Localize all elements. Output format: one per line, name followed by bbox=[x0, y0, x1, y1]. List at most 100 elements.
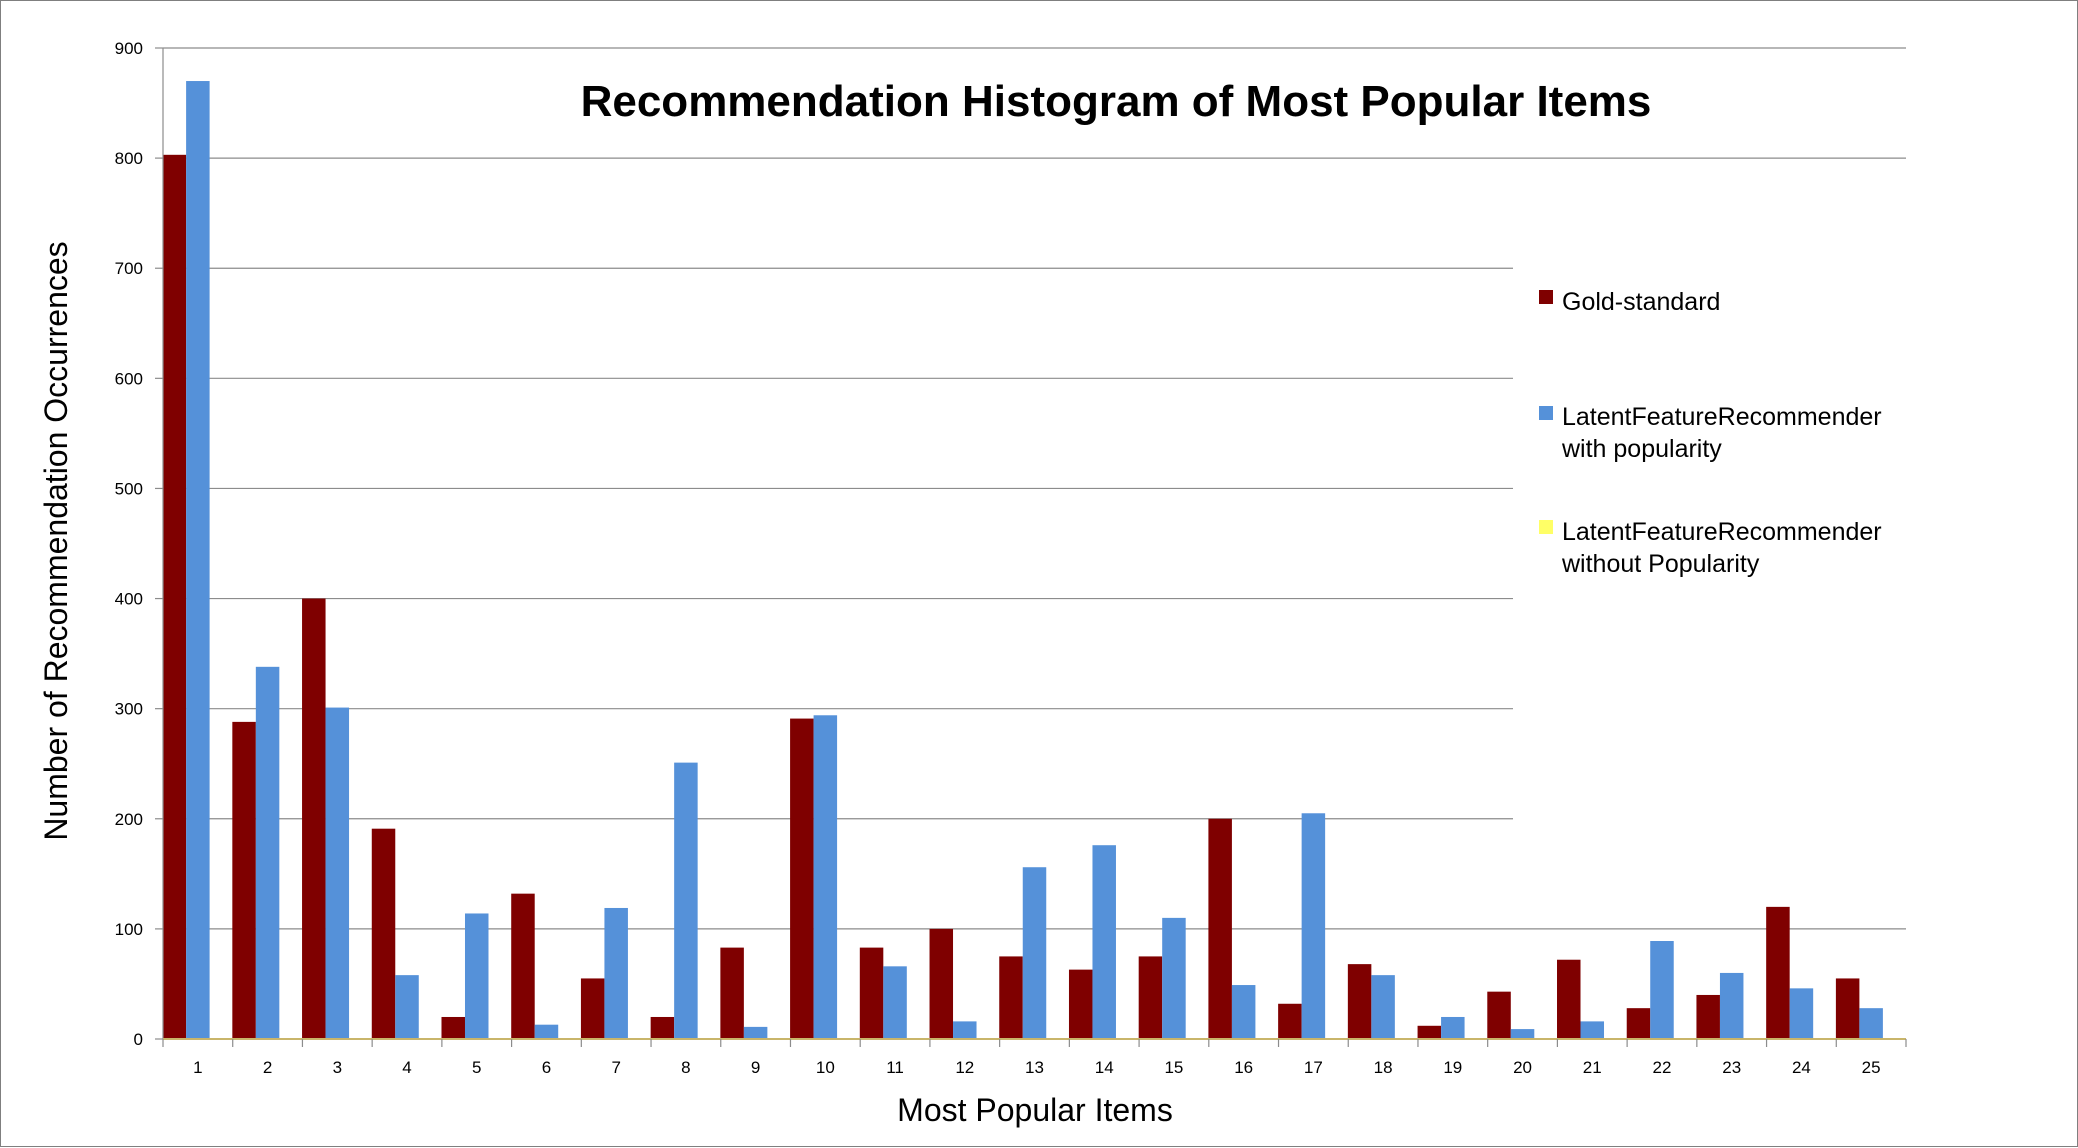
x-tick-label: 17 bbox=[1304, 1058, 1323, 1077]
x-tick-label: 5 bbox=[472, 1058, 481, 1077]
legend-swatch-lfr-without-popularity bbox=[1539, 520, 1553, 534]
bar-series2-item-3 bbox=[325, 707, 350, 1039]
x-tick-label: 23 bbox=[1722, 1058, 1741, 1077]
bar-series1-item-18 bbox=[1347, 964, 1372, 1039]
bar-series2-item-4 bbox=[395, 975, 419, 1039]
bar-series1-item-25 bbox=[1835, 978, 1860, 1039]
legend-label-lfr-with-popularity-line2: with popularity bbox=[1561, 435, 1722, 463]
bar-series2-item-2 bbox=[255, 666, 280, 1039]
bar-series1-item-12 bbox=[929, 928, 954, 1039]
x-tick-label: 7 bbox=[611, 1058, 620, 1077]
y-tick-label: 300 bbox=[115, 700, 143, 719]
bar-series2-item-11 bbox=[883, 966, 907, 1039]
bar-series1-item-10 bbox=[790, 718, 814, 1039]
y-tick-label: 900 bbox=[115, 39, 143, 58]
bar-series2-item-17 bbox=[1301, 813, 1326, 1039]
bar-series1-item-15 bbox=[1138, 956, 1163, 1039]
bar-series2-item-12 bbox=[953, 1021, 977, 1039]
bar-series2-item-15 bbox=[1162, 917, 1186, 1039]
bar-series2-item-20 bbox=[1510, 1029, 1535, 1039]
x-tick-label: 6 bbox=[542, 1058, 551, 1077]
bar-series1-item-8 bbox=[650, 1016, 675, 1039]
bar-series1-item-13 bbox=[999, 956, 1023, 1039]
y-tick-label: 200 bbox=[115, 810, 143, 829]
bar-series2-item-9 bbox=[743, 1026, 768, 1039]
x-tick-label: 14 bbox=[1095, 1058, 1114, 1077]
bar-series2-item-5 bbox=[464, 913, 489, 1039]
y-tick-label: 500 bbox=[115, 479, 143, 498]
bar-series2-item-1 bbox=[186, 81, 210, 1040]
x-tick-label: 21 bbox=[1583, 1058, 1602, 1077]
bar-series1-item-20 bbox=[1487, 991, 1511, 1039]
bar-series1-item-14 bbox=[1068, 969, 1093, 1039]
bar-series1-item-6 bbox=[511, 893, 535, 1039]
bar-series2-item-7 bbox=[604, 907, 628, 1039]
bar-series2-item-24 bbox=[1789, 988, 1814, 1039]
x-tick-label: 24 bbox=[1792, 1058, 1811, 1077]
x-tick-labels: 1 2 3 4 5 6 7 8 9 10 11 12 13 14 15 16 17 18 19 20 21 22 23 24 2… bbox=[193, 1058, 1880, 1077]
bar-series1-item-7 bbox=[580, 978, 605, 1039]
legend-swatch-lfr-with-popularity bbox=[1539, 406, 1553, 420]
legend: Gold-standard LatentFeatureRecommender w… bbox=[1539, 288, 1882, 578]
bar-series2-item-14 bbox=[1092, 845, 1116, 1039]
bar-series1-item-24 bbox=[1766, 906, 1790, 1039]
gridlines bbox=[163, 47, 1906, 930]
bar-series2-item-6 bbox=[534, 1024, 559, 1039]
x-tick-label: 18 bbox=[1374, 1058, 1393, 1077]
bar-series1-item-23 bbox=[1696, 994, 1720, 1039]
bars bbox=[162, 81, 1883, 1040]
y-tick-label: 800 bbox=[115, 149, 143, 168]
chart-title: Recommendation Histogram of Most Popular… bbox=[581, 77, 1652, 126]
bar-series2-item-16 bbox=[1231, 985, 1256, 1039]
x-tick-label: 15 bbox=[1164, 1058, 1183, 1077]
x-tick-label: 19 bbox=[1443, 1058, 1462, 1077]
bar-series1-item-3 bbox=[302, 598, 326, 1039]
x-tick-label: 20 bbox=[1513, 1058, 1532, 1077]
bar-series2-item-21 bbox=[1580, 1021, 1605, 1039]
legend-swatch-gold-standard bbox=[1539, 290, 1553, 304]
bar-series1-item-9 bbox=[720, 947, 744, 1039]
bar-series1-item-22 bbox=[1626, 1008, 1651, 1039]
bar-series2-item-10 bbox=[813, 715, 838, 1039]
y-tick-label: 600 bbox=[115, 369, 143, 388]
x-tick-label: 9 bbox=[751, 1058, 760, 1077]
x-tick-label: 16 bbox=[1234, 1058, 1253, 1077]
bar-series1-item-4 bbox=[371, 828, 396, 1039]
x-tick-label: 11 bbox=[886, 1058, 904, 1077]
x-tick-label: 8 bbox=[681, 1058, 690, 1077]
x-tick-label: 13 bbox=[1025, 1058, 1044, 1077]
legend-label-lfr-without-popularity-line1: LatentFeatureRecommender bbox=[1562, 518, 1882, 546]
bar-series1-item-2 bbox=[232, 721, 256, 1039]
bar-series1-item-19 bbox=[1417, 1025, 1442, 1039]
legend-label-lfr-with-popularity-line1: LatentFeatureRecommender bbox=[1562, 403, 1882, 431]
x-tick-label: 1 bbox=[193, 1058, 202, 1077]
bar-series2-item-25 bbox=[1859, 1008, 1883, 1039]
bar-series1-item-5 bbox=[441, 1016, 465, 1039]
y-tick-label: 700 bbox=[115, 259, 143, 278]
y-tick-label: 400 bbox=[115, 590, 143, 609]
bar-series2-item-19 bbox=[1441, 1016, 1465, 1039]
x-tick-label: 3 bbox=[333, 1058, 342, 1077]
y-axis-label: Number of Recommendation Occurrences bbox=[38, 241, 74, 840]
bar-series1-item-21 bbox=[1557, 959, 1581, 1039]
axes bbox=[155, 47, 1907, 1047]
bar-series1-item-16 bbox=[1208, 818, 1232, 1039]
bar-series1-item-1 bbox=[162, 154, 187, 1039]
bar-series2-item-23 bbox=[1719, 972, 1744, 1039]
x-axis-label: Most Popular Items bbox=[897, 1092, 1173, 1128]
bar-series2-item-22 bbox=[1650, 941, 1674, 1039]
bar-series2-item-13 bbox=[1022, 867, 1047, 1039]
bar-series1-item-17 bbox=[1278, 1003, 1302, 1039]
x-tick-label: 25 bbox=[1862, 1058, 1881, 1077]
legend-label-gold-standard: Gold-standard bbox=[1562, 288, 1720, 316]
x-tick-label: 2 bbox=[263, 1058, 272, 1077]
legend-label-lfr-without-popularity-line2: without Popularity bbox=[1561, 550, 1760, 578]
x-tick-label: 4 bbox=[402, 1058, 411, 1077]
x-tick-label: 22 bbox=[1653, 1058, 1672, 1077]
x-tick-label: 12 bbox=[955, 1058, 974, 1077]
bar-series2-item-8 bbox=[674, 762, 698, 1039]
bar-series2-item-18 bbox=[1371, 975, 1395, 1039]
y-tick-labels: 0 100 200 300 400 500 600 700 800 900 bbox=[115, 39, 143, 1049]
